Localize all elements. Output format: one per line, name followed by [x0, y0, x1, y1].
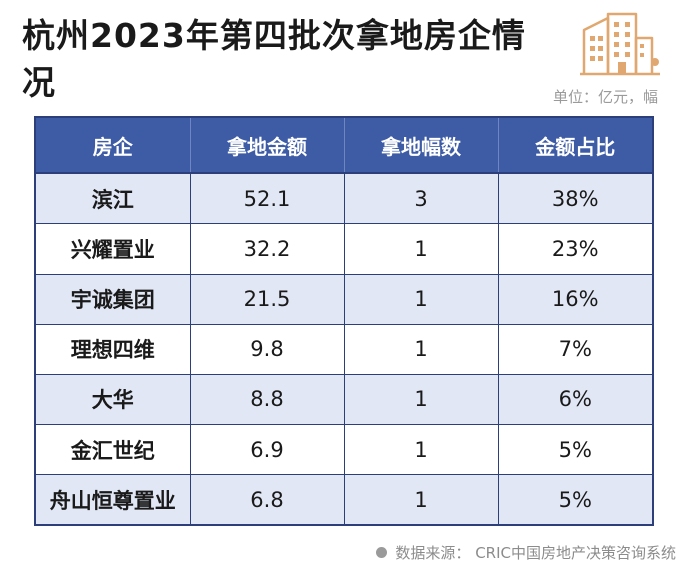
count-cell: 1 [344, 474, 499, 524]
table-row: 滨江 52.1 3 38% [36, 173, 652, 225]
count-cell: 1 [344, 274, 499, 325]
company-cell: 宇诚集团 [36, 274, 191, 325]
company-cell: 金汇世纪 [36, 424, 191, 476]
share-cell: 6% [498, 374, 652, 425]
column-header: 拿地金额 [190, 118, 345, 174]
unit-label: 单位：亿元，幅 [552, 88, 658, 106]
share-cell: 23% [498, 223, 652, 275]
count-cell: 1 [344, 324, 499, 375]
source-text: 数据来源： CRIC中国房地产决策咨询系统 [395, 544, 676, 562]
company-cell: 舟山恒尊置业 [36, 474, 191, 524]
count-cell: 1 [344, 424, 499, 476]
count-cell: 1 [344, 223, 499, 275]
table-row: 理想四维 9.8 1 7% [36, 324, 652, 375]
amount-cell: 6.8 [190, 474, 345, 524]
company-cell: 大华 [36, 374, 191, 425]
share-cell: 5% [498, 424, 652, 476]
amount-cell: 9.8 [190, 324, 345, 375]
table-row: 舟山恒尊置业 6.8 1 5% [36, 474, 652, 524]
page-title: 杭州2023年第四批次拿地房企情况 [22, 16, 526, 102]
company-cell: 兴耀置业 [36, 223, 191, 275]
share-cell: 16% [498, 274, 652, 325]
table-header-row: 房企 拿地金额 拿地幅数 金额占比 [36, 118, 652, 174]
table-row: 大华 8.8 1 6% [36, 374, 652, 425]
column-header: 金额占比 [498, 118, 652, 174]
table-row: 兴耀置业 32.2 1 23% [36, 223, 652, 275]
amount-cell: 8.8 [190, 374, 345, 425]
amount-cell: 52.1 [190, 173, 345, 225]
building-icon [580, 12, 660, 76]
table-row: 金汇世纪 6.9 1 5% [36, 424, 652, 476]
table-row: 宇诚集团 21.5 1 16% [36, 274, 652, 325]
company-cell: 滨江 [36, 173, 191, 225]
share-cell: 38% [498, 173, 652, 225]
column-header: 房企 [36, 118, 191, 174]
count-cell: 1 [344, 374, 499, 425]
share-cell: 5% [498, 474, 652, 524]
count-cell: 3 [344, 173, 499, 225]
amount-cell: 6.9 [190, 424, 345, 476]
data-table: 房企 拿地金额 拿地幅数 金额占比 滨江 52.1 3 38% 兴耀置业 32.… [34, 116, 654, 526]
bullet-icon [376, 547, 388, 558]
amount-cell: 21.5 [190, 274, 345, 325]
amount-cell: 32.2 [190, 223, 345, 275]
company-cell: 理想四维 [36, 324, 191, 375]
source-note: 数据来源： CRIC中国房地产决策咨询系统 [376, 542, 676, 563]
share-cell: 7% [498, 324, 652, 375]
column-header: 拿地幅数 [344, 118, 499, 174]
